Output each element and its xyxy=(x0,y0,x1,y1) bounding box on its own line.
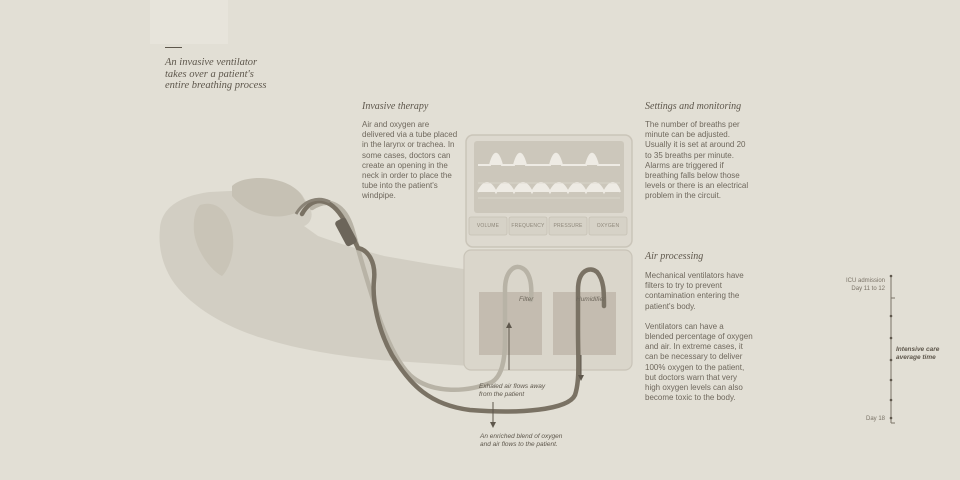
air-body: Mechanical ventilators have filters to t… xyxy=(645,271,753,413)
button-oxygen: OXYGEN xyxy=(596,223,620,229)
button-pressure: PRESSURE xyxy=(553,223,583,229)
settings-body: The number of breaths per minute can be … xyxy=(645,120,749,201)
air-body-oxygen: Ventilators can have a blended percentag… xyxy=(645,321,753,403)
air-body-filters: Mechanical ventilators have filters to t… xyxy=(645,271,744,311)
invasive-heading: Invasive therapy xyxy=(362,101,429,112)
settings-heading: Settings and monitoring xyxy=(645,101,742,112)
invasive-body: Air and oxygen are delivered via a tube … xyxy=(362,120,458,201)
patient-silhouette xyxy=(159,178,470,366)
top-shade xyxy=(150,0,228,44)
intro-title: An invasive ventilator takes over a pati… xyxy=(165,57,267,91)
timeline-day-range: Day 11 to 12 xyxy=(851,285,885,292)
intro-rule xyxy=(165,47,182,48)
timeline-admission: ICU admission Day 11 to 12 xyxy=(820,278,885,293)
humidifier-label: Humidifier xyxy=(576,296,606,303)
button-volume: VOLUME xyxy=(476,223,500,229)
monitor xyxy=(465,134,633,248)
enriched-tube xyxy=(299,198,607,414)
enriched-note: An enriched blend of oxygen and air flow… xyxy=(480,433,563,448)
timeline-average: Intensive care average time xyxy=(896,346,940,361)
processing-unit xyxy=(463,249,633,371)
filter-label: Filter xyxy=(519,296,534,303)
exhaled-tube xyxy=(309,200,534,392)
timeline-end: Day 18 xyxy=(865,416,885,422)
timeline-admission-label: ICU admission xyxy=(845,278,885,284)
timeline-line xyxy=(889,274,895,424)
exhaled-note: Exhaled air flows away from the patient xyxy=(479,383,546,398)
button-frequency: FREQUENCY xyxy=(511,223,545,229)
air-heading: Air processing xyxy=(645,251,704,262)
